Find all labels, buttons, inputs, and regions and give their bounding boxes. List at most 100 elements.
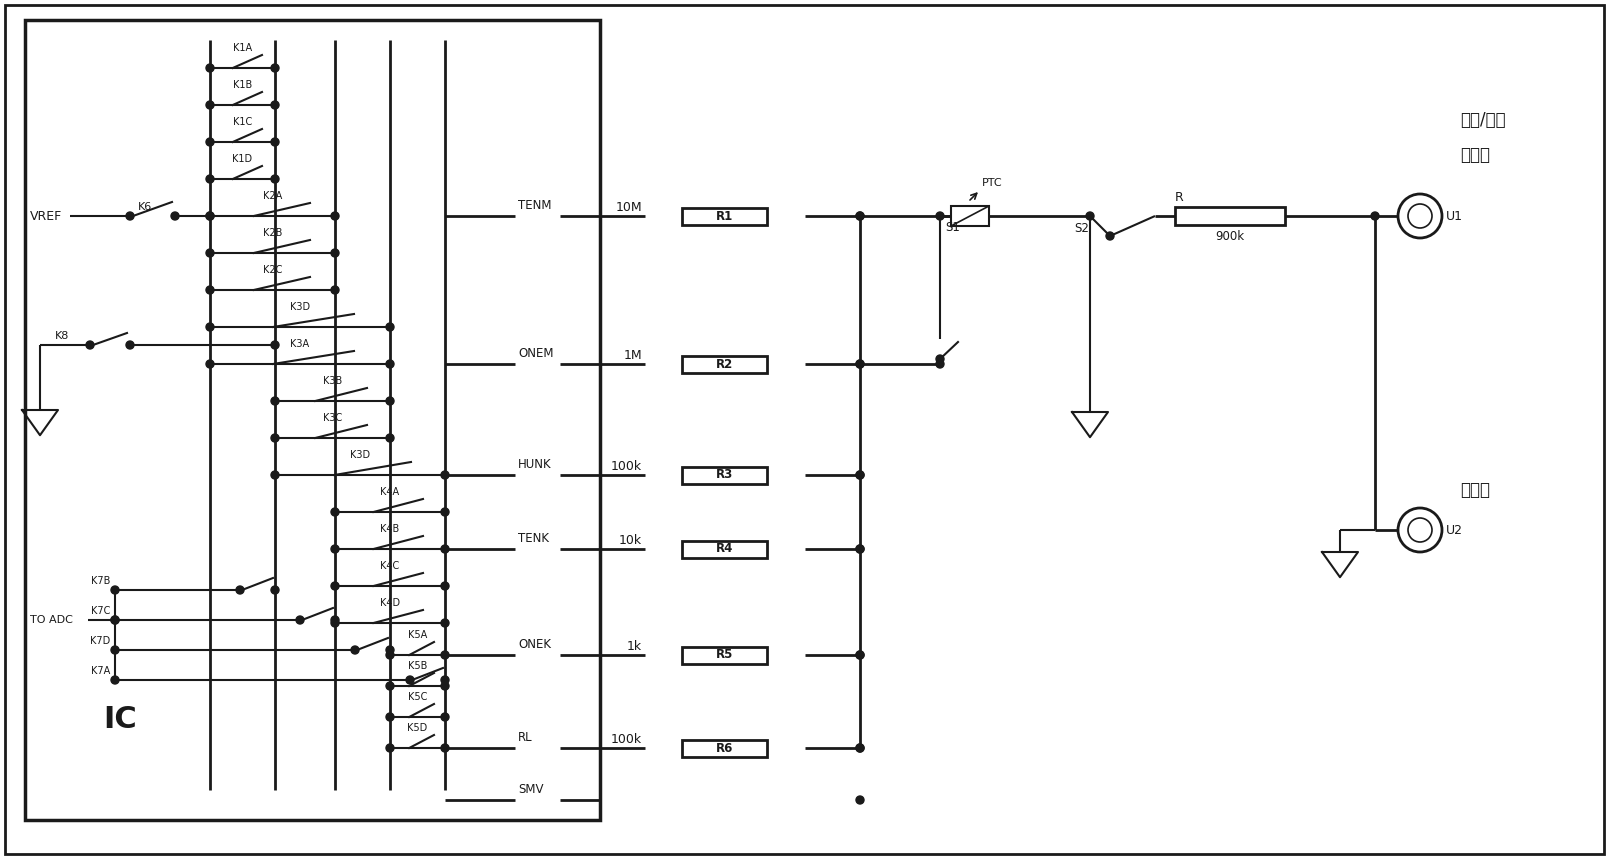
Text: K3D: K3D	[349, 450, 370, 460]
Text: K8: K8	[55, 331, 69, 341]
Circle shape	[405, 676, 414, 684]
Text: K5B: K5B	[407, 661, 426, 671]
Circle shape	[441, 651, 449, 659]
Circle shape	[441, 545, 449, 553]
Text: K7B: K7B	[90, 576, 109, 586]
Circle shape	[441, 713, 449, 721]
Circle shape	[331, 619, 339, 627]
Text: U2: U2	[1446, 523, 1463, 537]
Text: 900k: 900k	[1215, 230, 1245, 243]
Text: VREF: VREF	[31, 210, 63, 222]
Circle shape	[206, 249, 214, 257]
Circle shape	[856, 651, 864, 659]
Circle shape	[111, 646, 119, 654]
Text: K1D: K1D	[232, 154, 253, 164]
Circle shape	[1105, 232, 1113, 240]
Circle shape	[1371, 212, 1379, 220]
Circle shape	[386, 434, 394, 442]
Circle shape	[111, 586, 119, 594]
Text: R3: R3	[716, 468, 734, 482]
Circle shape	[1408, 518, 1432, 542]
Text: K3B: K3B	[323, 376, 343, 386]
Circle shape	[126, 212, 134, 220]
Text: 测量端: 测量端	[1459, 146, 1490, 164]
Bar	[682, 647, 767, 663]
Circle shape	[111, 616, 119, 624]
Circle shape	[331, 508, 339, 516]
Circle shape	[386, 646, 394, 654]
Circle shape	[856, 212, 864, 220]
Circle shape	[386, 323, 394, 331]
Circle shape	[441, 619, 449, 627]
Circle shape	[85, 341, 93, 349]
Text: K1B: K1B	[233, 80, 253, 90]
Circle shape	[331, 212, 339, 220]
Text: 100k: 100k	[611, 460, 642, 473]
Circle shape	[856, 796, 864, 804]
Circle shape	[1398, 508, 1442, 552]
Circle shape	[270, 175, 278, 183]
Circle shape	[441, 676, 449, 684]
Text: K6: K6	[138, 202, 153, 212]
Text: R2: R2	[716, 357, 734, 370]
Circle shape	[206, 360, 214, 368]
Circle shape	[206, 175, 214, 183]
Circle shape	[331, 249, 339, 257]
Circle shape	[206, 212, 214, 220]
Text: S1: S1	[944, 221, 961, 234]
Text: K3D: K3D	[290, 302, 311, 312]
Circle shape	[351, 646, 359, 654]
Circle shape	[386, 713, 394, 721]
Circle shape	[936, 360, 944, 368]
Circle shape	[441, 682, 449, 690]
Circle shape	[856, 744, 864, 752]
Circle shape	[856, 545, 864, 553]
Circle shape	[206, 138, 214, 146]
Text: R5: R5	[716, 649, 734, 661]
Circle shape	[1398, 194, 1442, 238]
Circle shape	[331, 616, 339, 624]
Circle shape	[111, 616, 119, 624]
Text: R6: R6	[716, 741, 734, 754]
Circle shape	[206, 101, 214, 109]
Circle shape	[441, 744, 449, 752]
Text: K7A: K7A	[90, 666, 109, 676]
Circle shape	[856, 471, 864, 479]
Circle shape	[237, 586, 245, 594]
Circle shape	[856, 471, 864, 479]
Text: K2C: K2C	[262, 265, 282, 275]
Circle shape	[331, 286, 339, 294]
Text: K4B: K4B	[380, 524, 399, 534]
Text: ONEM: ONEM	[518, 347, 553, 360]
Text: 10k: 10k	[619, 534, 642, 547]
Circle shape	[936, 355, 944, 363]
Text: TENM: TENM	[518, 199, 552, 212]
Text: K7C: K7C	[90, 606, 109, 616]
Circle shape	[1086, 212, 1094, 220]
Circle shape	[386, 651, 394, 659]
Text: K4C: K4C	[380, 561, 399, 571]
Circle shape	[270, 434, 278, 442]
Bar	[682, 356, 767, 373]
Text: S2: S2	[1075, 222, 1089, 235]
Text: TENK: TENK	[518, 532, 549, 545]
Text: RL: RL	[518, 731, 533, 744]
Circle shape	[386, 682, 394, 690]
Text: K2B: K2B	[262, 228, 282, 238]
Text: K7D: K7D	[90, 636, 109, 646]
Text: SMV: SMV	[518, 783, 544, 796]
Text: 1M: 1M	[623, 349, 642, 362]
Text: R4: R4	[716, 543, 734, 556]
Text: K4A: K4A	[380, 487, 399, 497]
Circle shape	[386, 360, 394, 368]
Circle shape	[331, 582, 339, 590]
Circle shape	[270, 586, 278, 594]
Circle shape	[270, 397, 278, 405]
Circle shape	[936, 212, 944, 220]
Text: K3A: K3A	[291, 339, 309, 349]
Text: ONEK: ONEK	[518, 638, 550, 651]
Text: R: R	[1175, 191, 1184, 204]
Bar	[1175, 207, 1286, 225]
Bar	[682, 540, 767, 557]
Circle shape	[856, 212, 864, 220]
